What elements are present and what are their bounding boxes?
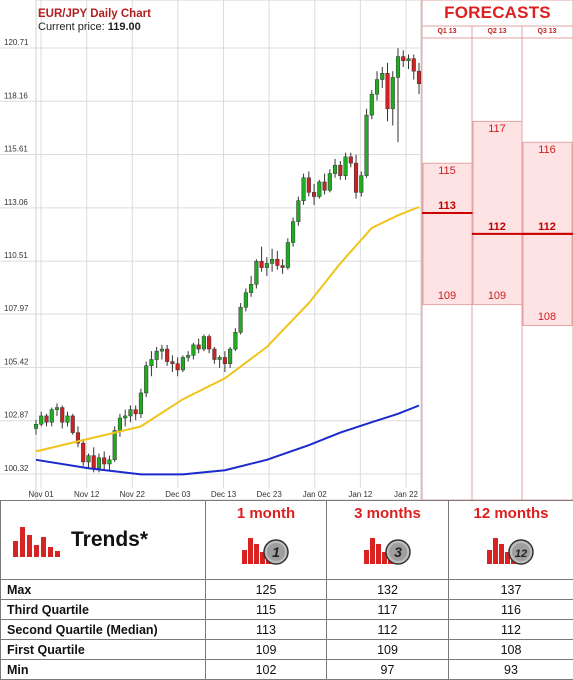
trends-table: Trends* 1 month 1 3 months 3 12 months 1… <box>0 500 573 680</box>
forecast-q3-value: 116 <box>523 144 571 156</box>
calendar-badge-svg: 12 <box>483 526 539 566</box>
row-label: Third Quartile <box>1 600 206 620</box>
calendar-3-icon: 3 <box>327 526 448 571</box>
quarter-header: Q2 13 <box>473 28 521 35</box>
header-12-months: 12 months 12 <box>449 501 573 580</box>
row-label: First Quartile <box>1 640 206 660</box>
badge-number: 1 <box>272 544 280 560</box>
bar-chart-icon-bar <box>376 544 381 564</box>
bar-chart-icon <box>9 519 69 561</box>
row-label: Second Quartile (Median) <box>1 620 206 640</box>
chart-title: EUR/JPY Daily Chart <box>38 8 151 20</box>
forecast-median-value: 113 <box>423 200 471 212</box>
calendar-12-icon: 12 <box>449 526 573 571</box>
cell-value: 115 <box>206 600 327 620</box>
current-price-value: 119.00 <box>108 21 141 33</box>
row-max: Max 125 132 137 <box>1 580 573 600</box>
badge-number: 12 <box>515 548 527 560</box>
calendar-1-icon: 1 <box>206 526 326 571</box>
trends-header: Trends* <box>1 501 206 580</box>
row-min: Min 102 97 93 <box>1 660 573 680</box>
cell-value: 137 <box>449 580 573 600</box>
header-3-months: 3 months 3 <box>327 501 449 580</box>
bar-chart-icon-bar <box>364 550 369 564</box>
cell-value: 109 <box>327 640 449 660</box>
cell-value: 132 <box>327 580 449 600</box>
forecasts-title: FORECASTS <box>422 3 573 23</box>
bar-chart-icon-bar <box>370 538 375 564</box>
forecast-median-value: 112 <box>523 221 571 233</box>
bar-chart-icon-bar <box>248 538 253 564</box>
forecast-q3-value: 117 <box>473 123 521 135</box>
trends-label: Trends* <box>71 528 148 551</box>
row-median: Second Quartile (Median) 113 112 112 <box>1 620 573 640</box>
bar-chart-icon-bar <box>487 550 492 564</box>
cell-value: 109 <box>206 640 327 660</box>
bar-chart-icon-bar <box>254 544 259 564</box>
header-1-month: 1 month 1 <box>206 501 327 580</box>
quarter-header: Q3 13 <box>523 28 571 35</box>
row-first-quartile: First Quartile 109 109 108 <box>1 640 573 660</box>
cell-value: 93 <box>449 660 573 680</box>
cell-value: 97 <box>327 660 449 680</box>
forecast-q1-value: 109 <box>473 290 521 302</box>
quarter-header: Q1 13 <box>423 28 471 35</box>
bar-chart-icon-bar <box>493 538 498 564</box>
cell-value: 113 <box>206 620 327 640</box>
bar-chart-icon-bar <box>242 550 247 564</box>
row-label: Min <box>1 660 206 680</box>
header-12-months-label: 12 months <box>449 505 573 522</box>
trends-table-area: Trends* 1 month 1 3 months 3 12 months 1… <box>0 500 573 676</box>
forecast-q1-value: 108 <box>523 311 571 323</box>
header-3-months-label: 3 months <box>327 505 448 522</box>
header-1-month-label: 1 month <box>206 505 326 522</box>
cell-value: 108 <box>449 640 573 660</box>
current-price: Current price: 119.00 <box>38 21 141 33</box>
forecast-q1-value: 109 <box>423 290 471 302</box>
cell-value: 102 <box>206 660 327 680</box>
cell-value: 116 <box>449 600 573 620</box>
cell-value: 117 <box>327 600 449 620</box>
cell-value: 112 <box>327 620 449 640</box>
forecast-box <box>473 121 522 304</box>
bar-chart-icon-bar <box>499 544 504 564</box>
forecast-box <box>423 163 472 304</box>
calendar-badge-svg: 3 <box>360 526 416 566</box>
forecast-q3-value: 115 <box>423 165 471 177</box>
row-label: Max <box>1 580 206 600</box>
current-price-label: Current price: <box>38 21 105 33</box>
forecast-median-value: 112 <box>473 221 521 233</box>
forecast-panel <box>0 0 573 500</box>
badge-number: 3 <box>394 544 402 560</box>
calendar-badge-svg: 1 <box>238 526 294 566</box>
cell-value: 125 <box>206 580 327 600</box>
row-third-quartile: Third Quartile 115 117 116 <box>1 600 573 620</box>
cell-value: 112 <box>449 620 573 640</box>
